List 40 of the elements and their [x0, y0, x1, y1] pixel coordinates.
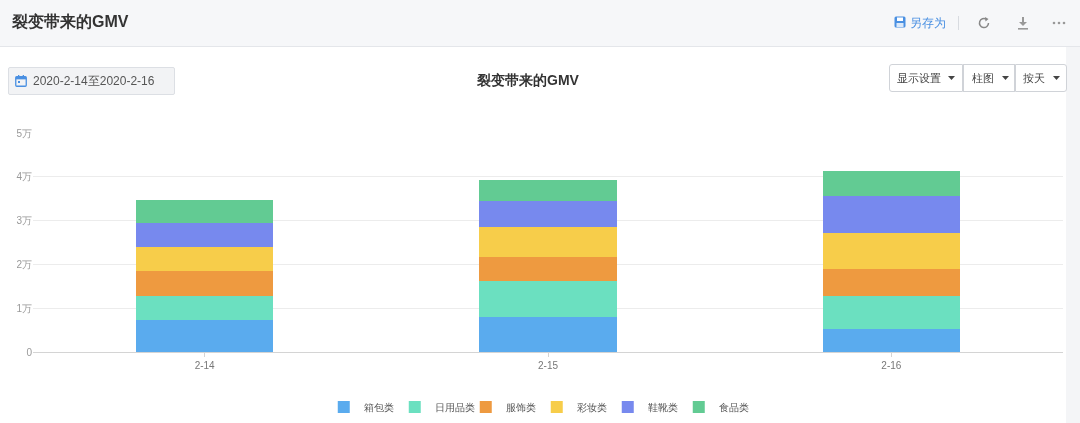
x-tick-label: 2-15 — [537, 360, 559, 371]
bar — [479, 316, 617, 352]
legend-label: 彩妆类 — [576, 401, 607, 413]
y-tick-label: 2万 — [16, 258, 32, 270]
x-tick-label: 2-14 — [194, 360, 216, 371]
text: 另存为 — [910, 15, 946, 31]
bar — [136, 320, 274, 352]
bar — [479, 256, 617, 281]
y-tick-label: 5万 — [16, 127, 32, 139]
y-tick-label: 1万 — [16, 302, 32, 314]
text: 裂变带来的GMV — [12, 12, 129, 32]
bar — [822, 268, 960, 297]
bar — [479, 226, 617, 257]
text: 柱图 — [972, 71, 994, 86]
text: 按天 — [1023, 71, 1045, 86]
bar — [822, 296, 960, 329]
text: 2020-2-14至2020-2-16 — [33, 73, 155, 89]
y-tick-label: 0 — [26, 346, 33, 358]
y-tick-label: 3万 — [16, 215, 32, 227]
bar — [479, 280, 617, 317]
bar — [822, 328, 960, 352]
legend-label: 服饰类 — [505, 401, 536, 413]
bar — [479, 180, 617, 201]
legend-label: 鞋靴类 — [647, 401, 678, 413]
bar — [822, 170, 960, 197]
x-tick-label: 2-16 — [881, 360, 902, 371]
bar — [479, 200, 617, 227]
bar — [136, 199, 274, 223]
bar — [822, 196, 960, 233]
legend-label: 箱包类 — [363, 401, 394, 413]
y-tick-label: 4万 — [16, 171, 32, 183]
bar — [136, 271, 274, 296]
bar — [136, 222, 274, 247]
bar — [822, 232, 960, 269]
bar — [136, 246, 274, 272]
bar — [136, 295, 274, 321]
legend-label: 食品类 — [718, 401, 749, 413]
legend-label: 日用品类 — [434, 401, 475, 413]
chart-title: 裂变带来的GMV — [476, 71, 580, 88]
text: 显示设置 — [897, 71, 941, 86]
